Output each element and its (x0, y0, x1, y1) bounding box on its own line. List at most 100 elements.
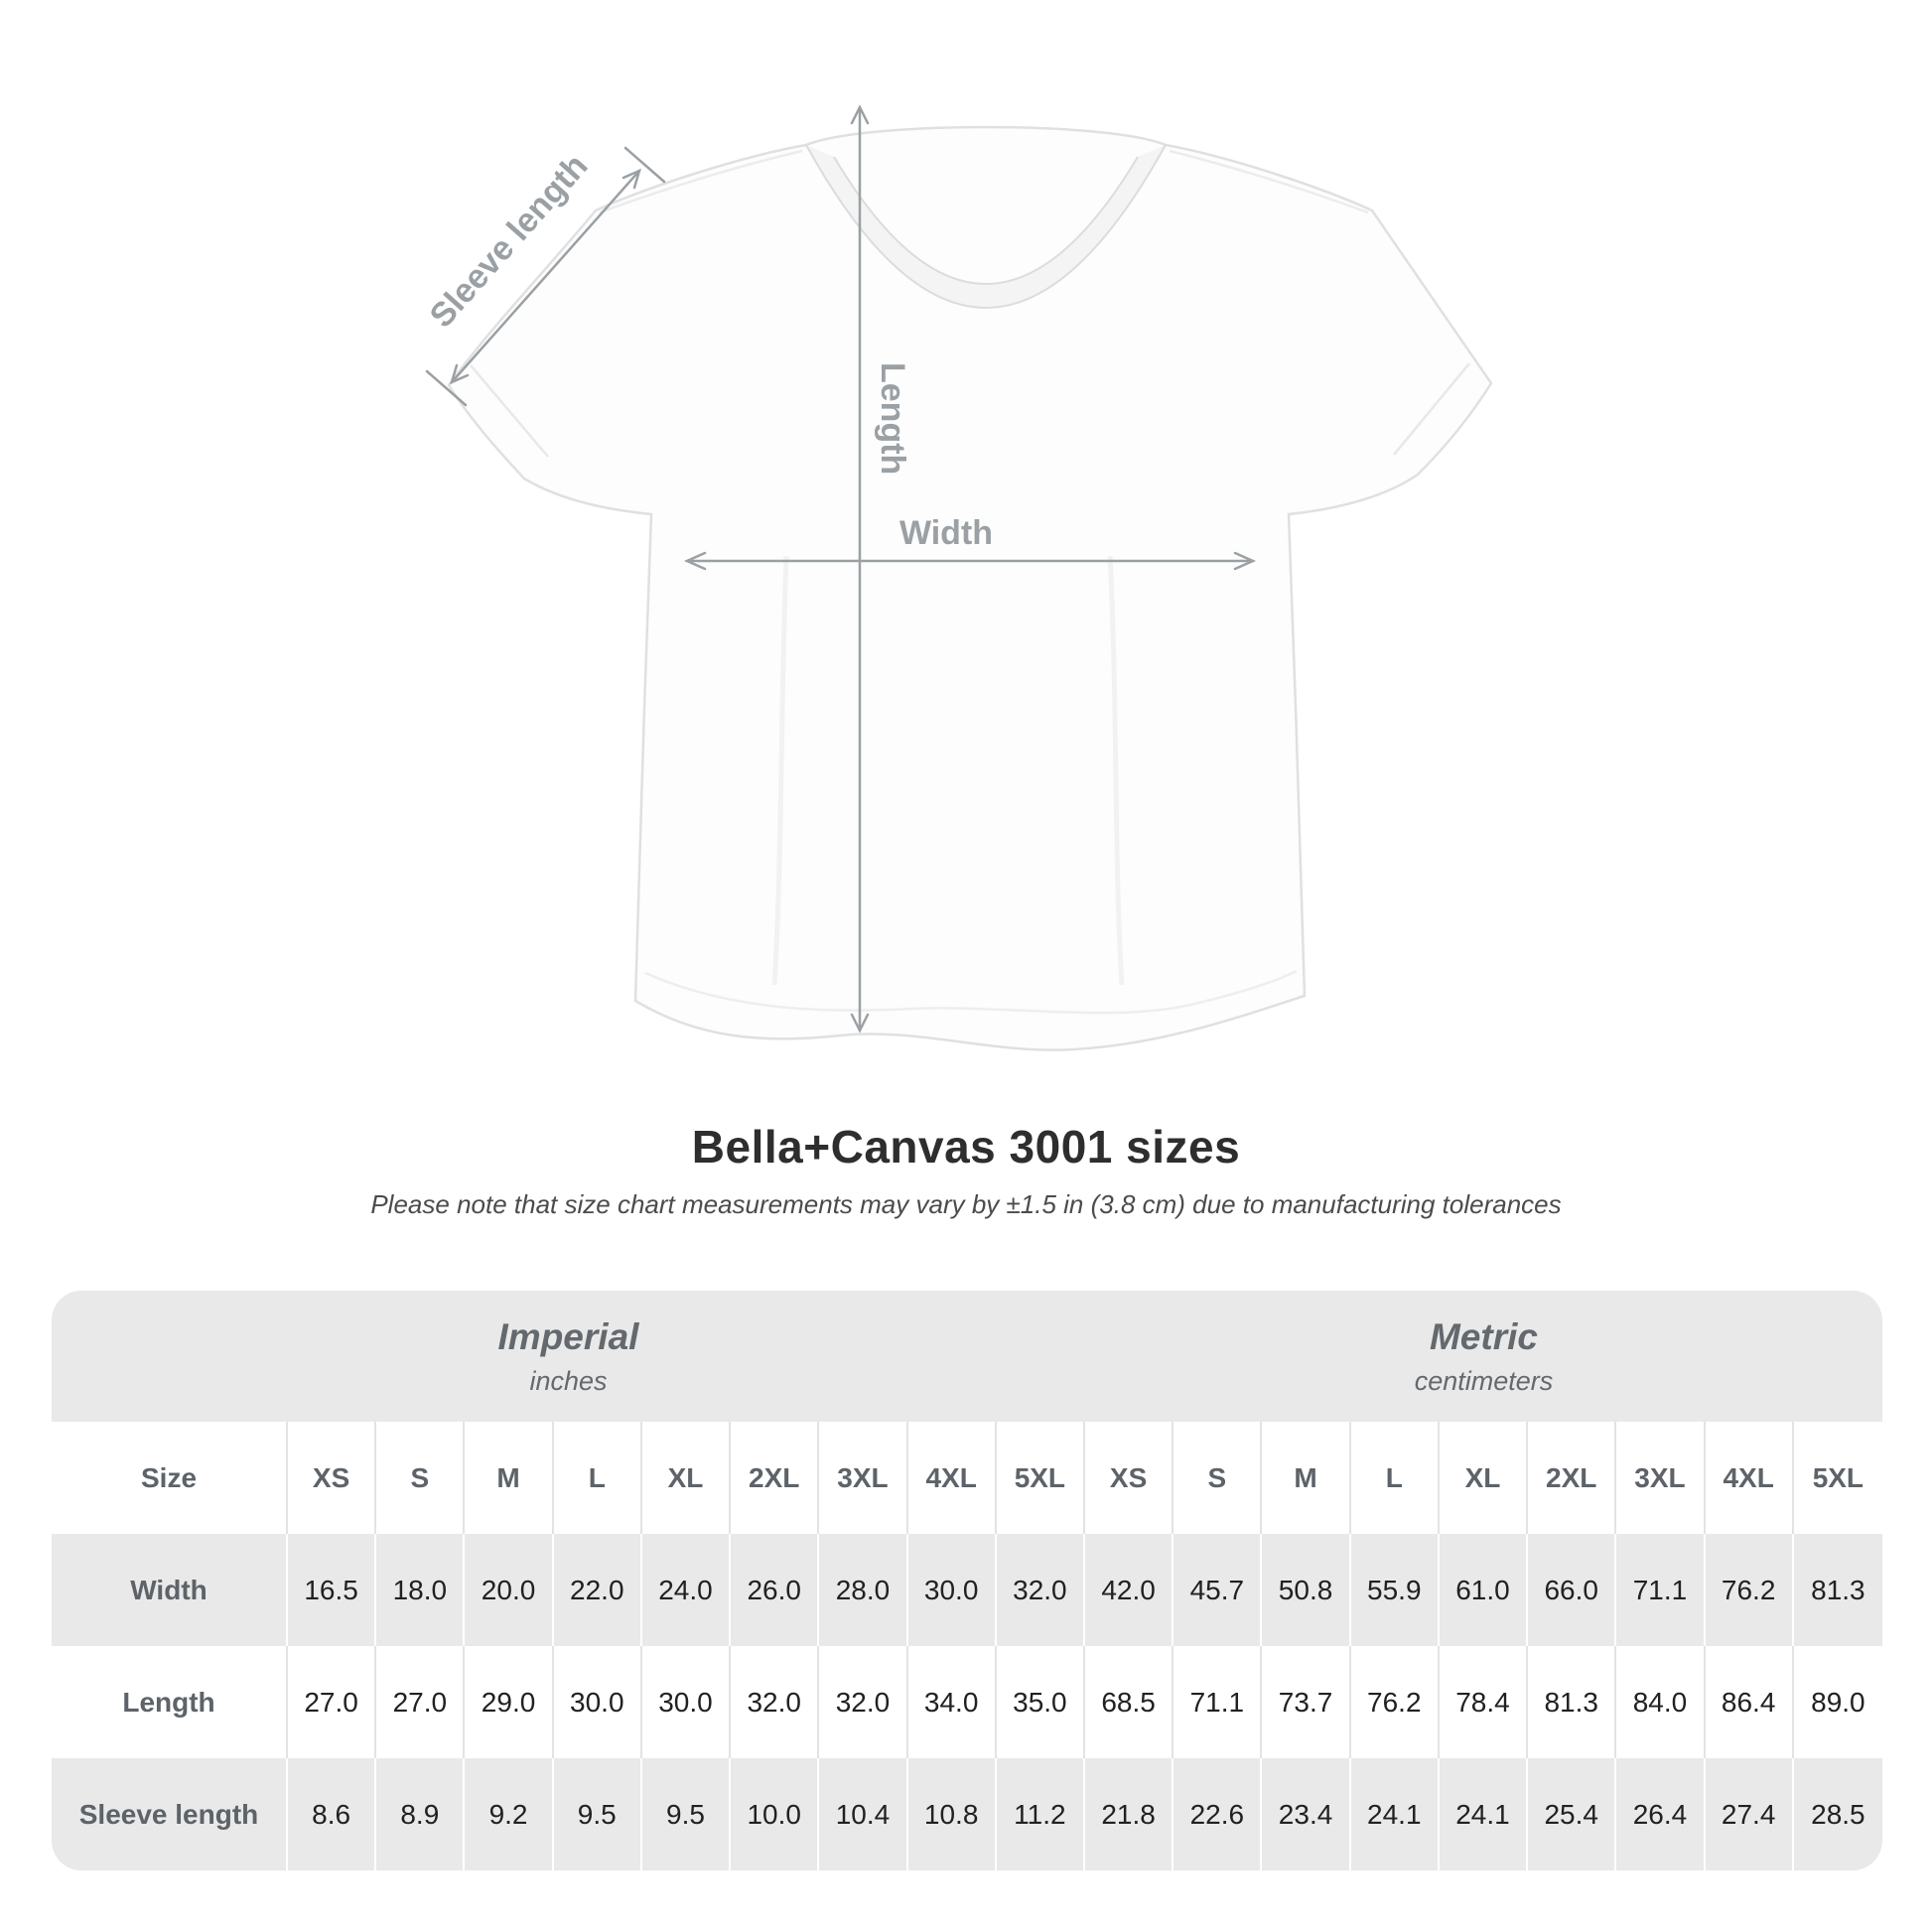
bottom-hem-seam (644, 969, 1298, 1015)
size-value: 20.0 (465, 1534, 554, 1646)
size-value: 27.0 (288, 1646, 377, 1758)
size-value: 42.0 (1084, 1534, 1174, 1646)
row-label: Width (52, 1534, 288, 1646)
size-column-header: XL (641, 1422, 732, 1534)
width-dimension-label: Width (899, 514, 993, 552)
section-unit: centimeters (1414, 1365, 1554, 1396)
size-value: 35.0 (996, 1646, 1085, 1758)
size-column-header: XS (288, 1422, 377, 1534)
size-value: 68.5 (1084, 1646, 1174, 1758)
right-sleeve-hem (1393, 362, 1470, 456)
size-value: 22.6 (1173, 1758, 1263, 1870)
size-column-header: 4XL (907, 1422, 997, 1534)
size-column-header: 5XL (1793, 1422, 1882, 1534)
size-value: 71.1 (1173, 1646, 1263, 1758)
size-value: 8.6 (288, 1758, 377, 1870)
size-value: 73.7 (1262, 1646, 1351, 1758)
size-value: 45.7 (1173, 1534, 1263, 1646)
tolerance-note: Please note that size chart measurements… (370, 1189, 1562, 1219)
sleeve-dimension-arrow (425, 146, 666, 407)
size-value: 9.5 (553, 1758, 642, 1870)
size-value: 32.0 (996, 1534, 1085, 1646)
size-value: 76.2 (1350, 1646, 1440, 1758)
page-title: Bella+Canvas 3001 sizes (691, 1121, 1241, 1173)
size-value: 11.2 (996, 1758, 1085, 1870)
size-value: 9.5 (641, 1758, 732, 1870)
size-value: 16.5 (288, 1534, 377, 1646)
size-value: 10.8 (907, 1758, 997, 1870)
right-shoulder-seam (1169, 149, 1369, 214)
fabric-fold (1107, 555, 1125, 986)
unit-section-header-imperial: Imperial inches (52, 1291, 1085, 1422)
left-sleeve-hem (470, 364, 549, 458)
size-column-header: L (1350, 1422, 1440, 1534)
section-unit: inches (529, 1365, 608, 1396)
size-value: 30.0 (553, 1646, 642, 1758)
size-value: 22.0 (553, 1534, 642, 1646)
size-value: 28.0 (819, 1534, 908, 1646)
tshirt-graphic (447, 125, 1493, 1051)
size-column-header: 2XL (731, 1422, 820, 1534)
size-column-header: XL (1439, 1422, 1529, 1534)
size-value: 27.4 (1705, 1758, 1794, 1870)
size-value: 25.4 (1528, 1758, 1617, 1870)
size-value: 21.8 (1084, 1758, 1174, 1870)
size-value: 23.4 (1262, 1758, 1351, 1870)
size-column-header: L (553, 1422, 642, 1534)
size-column-header: 4XL (1705, 1422, 1794, 1534)
size-value: 84.0 (1616, 1646, 1706, 1758)
size-column-header: 3XL (1616, 1422, 1706, 1534)
unit-section-header-metric: Metric centimeters (1084, 1291, 1882, 1422)
size-value: 81.3 (1528, 1646, 1617, 1758)
size-column-header: M (465, 1422, 554, 1534)
length-dimension-arrow (850, 104, 870, 1034)
size-value: 26.0 (731, 1534, 820, 1646)
size-value: 26.4 (1616, 1758, 1706, 1870)
row-label: Sleeve length (52, 1758, 288, 1870)
width-dimension-arrow (683, 551, 1257, 571)
size-value: 34.0 (907, 1646, 997, 1758)
size-table: Imperial inches Metric centimeters Size XS S M L… (52, 1291, 1882, 1870)
size-value: 10.4 (819, 1758, 908, 1870)
size-value: 76.2 (1705, 1534, 1794, 1646)
length-dimension-label: Length (874, 362, 911, 475)
size-column-header: 5XL (996, 1422, 1085, 1534)
size-value: 78.4 (1439, 1646, 1529, 1758)
size-value: 32.0 (819, 1646, 908, 1758)
size-column-header: XS (1084, 1422, 1174, 1534)
size-value: 55.9 (1350, 1534, 1440, 1646)
size-value: 86.4 (1705, 1646, 1794, 1758)
size-value: 30.0 (641, 1646, 732, 1758)
fabric-fold (771, 555, 789, 986)
size-value: 61.0 (1439, 1534, 1529, 1646)
collar-inner-seam (833, 156, 1139, 285)
size-value: 89.0 (1793, 1646, 1882, 1758)
size-value: 30.0 (907, 1534, 997, 1646)
size-value: 66.0 (1528, 1534, 1617, 1646)
size-value: 32.0 (731, 1646, 820, 1758)
size-value: 8.9 (376, 1758, 466, 1870)
size-value: 27.0 (376, 1646, 466, 1758)
size-column-header: S (1173, 1422, 1263, 1534)
size-column-header: 3XL (819, 1422, 908, 1534)
size-value: 29.0 (465, 1646, 554, 1758)
tshirt-silhouette (447, 125, 1493, 1051)
size-value: 28.5 (1793, 1758, 1882, 1870)
size-value: 10.0 (731, 1758, 820, 1870)
section-title: Metric (1429, 1315, 1538, 1357)
section-title: Imperial (497, 1315, 639, 1357)
left-shoulder-seam (599, 149, 803, 214)
size-value: 50.8 (1262, 1534, 1351, 1646)
size-value: 71.1 (1616, 1534, 1706, 1646)
size-value: 18.0 (376, 1534, 466, 1646)
row-label: Length (52, 1646, 288, 1758)
size-corner-label: Size (52, 1422, 288, 1534)
size-value: 24.1 (1439, 1758, 1529, 1870)
size-value: 24.1 (1350, 1758, 1440, 1870)
collar-outer-seam (805, 144, 1167, 309)
size-column-header: 2XL (1528, 1422, 1617, 1534)
size-value: 9.2 (465, 1758, 554, 1870)
size-value: 24.0 (641, 1534, 732, 1646)
size-column-header: M (1262, 1422, 1351, 1534)
